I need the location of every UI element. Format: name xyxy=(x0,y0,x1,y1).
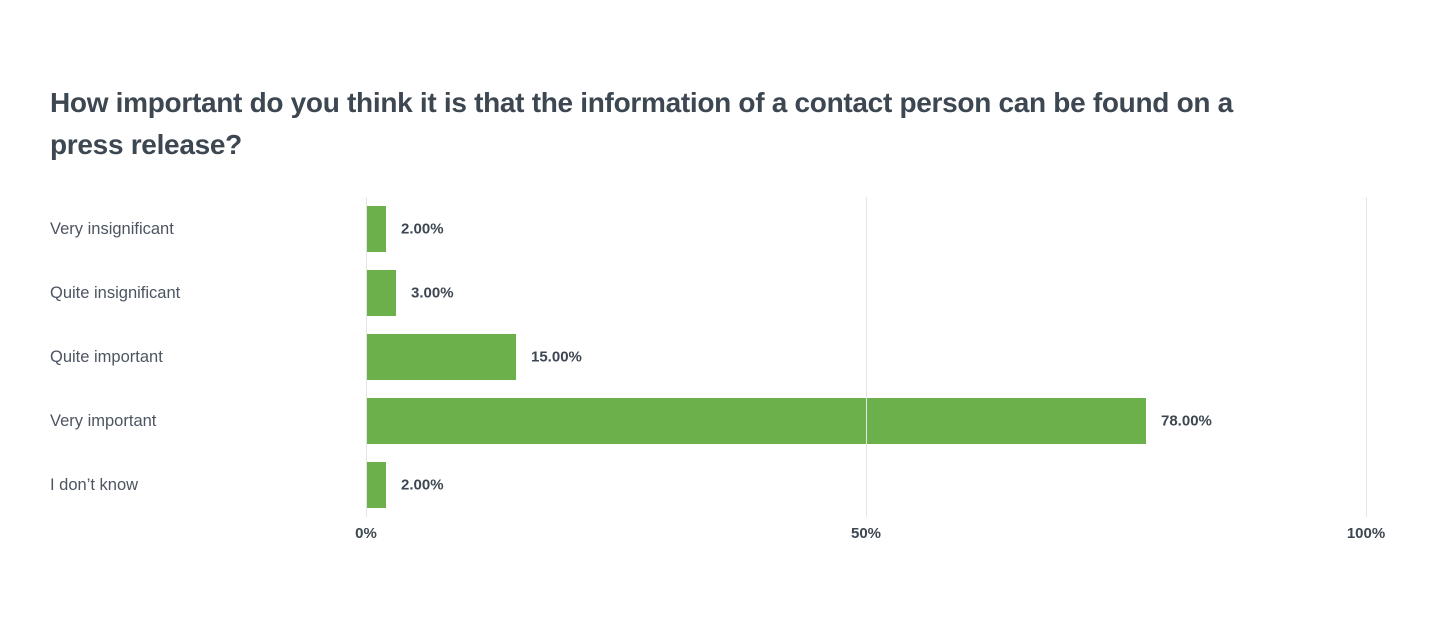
x-axis: 0% 50% 100% xyxy=(50,525,1400,549)
bar-row: Quite insignificant 3.00% xyxy=(50,261,1400,325)
bar xyxy=(366,270,396,316)
category-label: I don’t know xyxy=(50,475,139,494)
category-label: Very important xyxy=(50,411,157,430)
gridline xyxy=(1366,197,1367,517)
bar xyxy=(366,462,386,508)
bar xyxy=(366,206,386,252)
bar-track: 78.00% xyxy=(366,398,1366,444)
bar-value-label: 3.00% xyxy=(411,284,454,302)
bar-value-label: 15.00% xyxy=(531,348,582,366)
bar xyxy=(366,334,516,380)
category-label: Very insignificant xyxy=(50,219,174,238)
bar xyxy=(366,398,1146,444)
bar-track: 3.00% xyxy=(366,270,1366,316)
bar-row: I don’t know 2.00% xyxy=(50,453,1400,517)
bar-track: 2.00% xyxy=(366,206,1366,252)
bar-track: 15.00% xyxy=(366,334,1366,380)
bar-row: Very important 78.00% xyxy=(50,389,1400,453)
bar-row: Very insignificant 2.00% xyxy=(50,197,1400,261)
bar-value-label: 78.00% xyxy=(1161,412,1212,430)
category-label: Quite important xyxy=(50,347,163,366)
chart-title: How important do you think it is that th… xyxy=(50,87,1233,160)
category-label: Quite insignificant xyxy=(50,283,181,302)
bar-track: 2.00% xyxy=(366,462,1366,508)
bar-rows: Very insignificant 2.00% Quite insignifica… xyxy=(50,197,1400,517)
bar-value-label: 2.00% xyxy=(401,220,444,238)
gridline xyxy=(866,197,867,517)
x-tick-label: 0% xyxy=(355,525,377,542)
gridline xyxy=(366,197,367,517)
bar-value-label: 2.00% xyxy=(401,476,444,494)
x-tick-label: 100% xyxy=(1346,525,1386,542)
bar-chart: Very insignificant 2.00% Quite insignifica… xyxy=(50,197,1400,557)
x-tick-label: 50% xyxy=(850,525,882,542)
bar-row: Quite important 15.00% xyxy=(50,325,1400,389)
